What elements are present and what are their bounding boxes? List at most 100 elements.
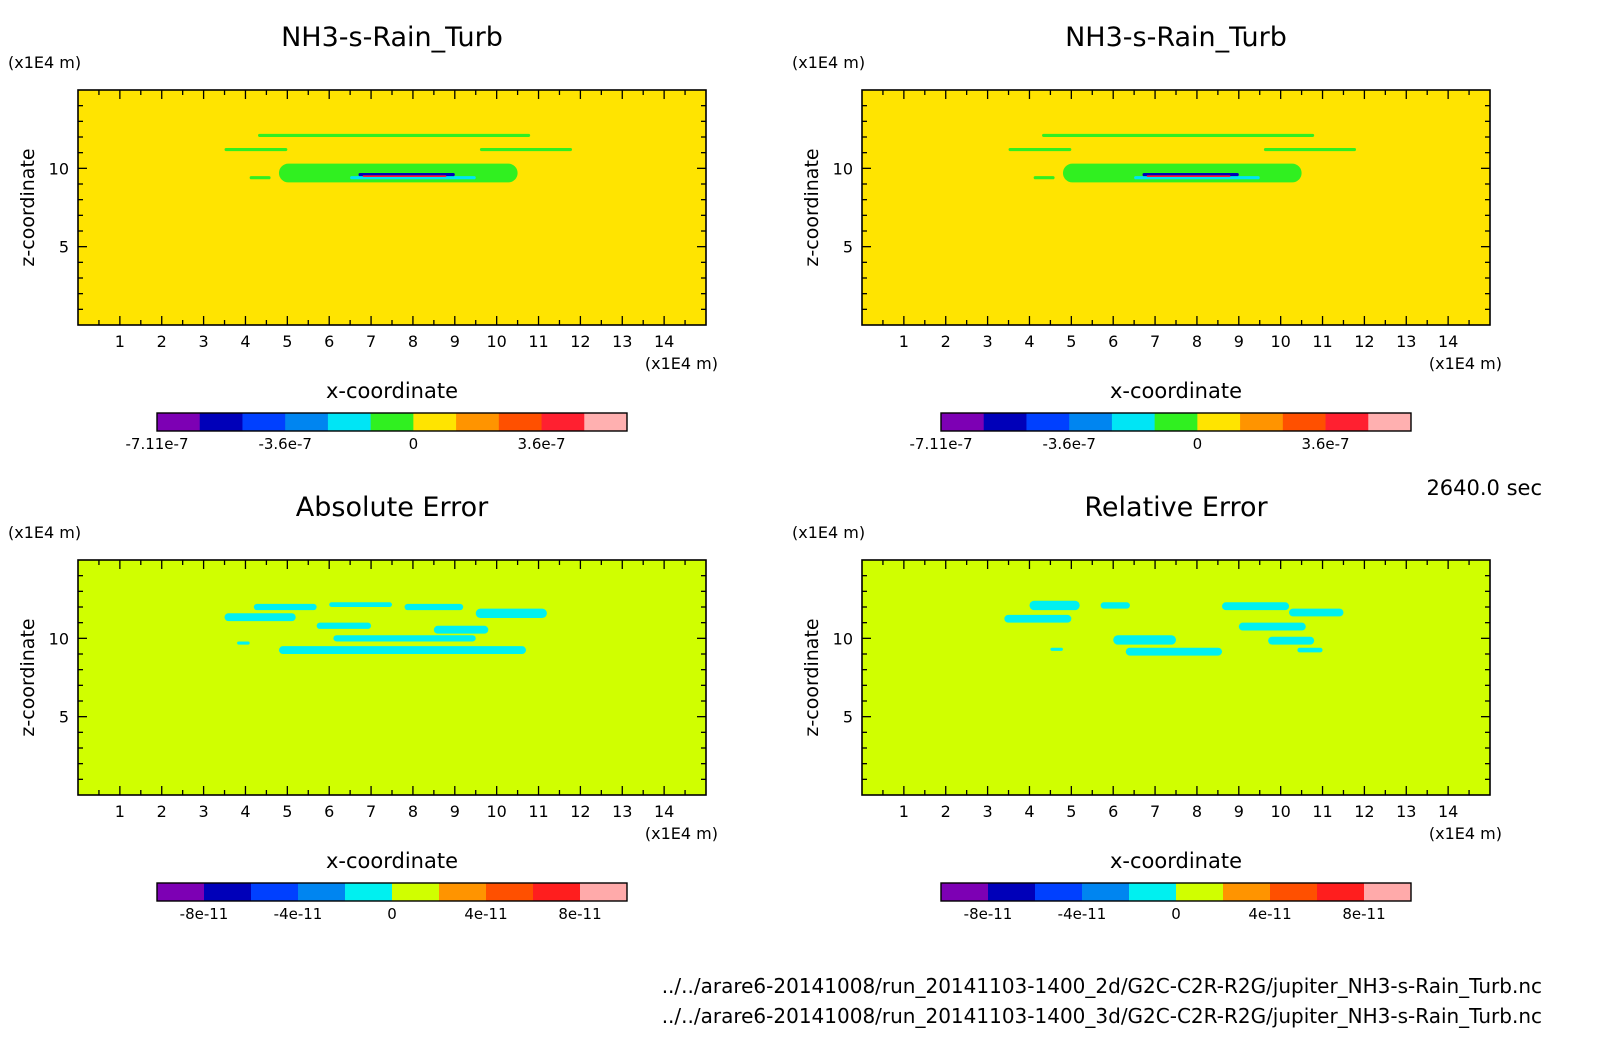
colorbar-label: 0 <box>1171 905 1181 923</box>
colorbar-swatch <box>941 883 989 901</box>
contour-region <box>479 147 573 152</box>
x-tick-label: 11 <box>1312 332 1332 351</box>
contour-region <box>350 176 476 180</box>
colorbar-swatch <box>1368 413 1412 431</box>
y-tick-label: 5 <box>843 708 853 727</box>
x-tick-label: 10 <box>486 802 506 821</box>
x-tick-label: 3 <box>983 332 993 351</box>
x-tick-label: 8 <box>1192 332 1202 351</box>
x-tick-label: 7 <box>366 332 376 351</box>
colorbar-swatch <box>941 413 985 431</box>
x-tick-label: 3 <box>199 802 209 821</box>
x-unit-label: (x1E4 m) <box>1429 824 1502 843</box>
chart-panel-1: NH3-s-Rain_Turb(x1E4 m)1 2 3 4 5 6 7 8 9 10 11 12 13… <box>8 22 718 453</box>
y-tick-label: 5 <box>59 708 69 727</box>
contour-region <box>1125 647 1223 656</box>
x-axis-label: x-coordinate <box>326 379 458 403</box>
colorbar-swatch <box>1223 883 1271 901</box>
x-tick-label: 10 <box>486 332 506 351</box>
x-tick-label: 5 <box>1066 332 1076 351</box>
colorbar-label: -4e-11 <box>274 905 323 923</box>
x-tick-label: 9 <box>1234 332 1244 351</box>
colorbar-swatch <box>1154 413 1198 431</box>
chart-panel-4: Relative Error(x1E4 m)1 2 3 4 5 6 7 8 9 10 11 12 13 1… <box>792 492 1502 923</box>
y-unit-label: (x1E4 m) <box>792 53 865 72</box>
panels: NH3-s-Rain_Turb(x1E4 m)1 2 3 4 5 6 7 8 9 10 11 12 13… <box>8 22 1502 923</box>
colorbar-swatch <box>584 413 628 431</box>
colorbar-swatch <box>204 883 252 901</box>
chart-panel-3: Absolute Error(x1E4 m)1 2 3 4 5 6 7 8 9 10 11 12 13 1… <box>8 492 718 923</box>
x-tick-label: 3 <box>199 332 209 351</box>
x-tick-label: 14 <box>654 332 674 351</box>
x-tick-label: 14 <box>654 802 674 821</box>
y-axis-label: z-coordinate <box>801 618 823 736</box>
chart-title: NH3-s-Rain_Turb <box>1065 22 1287 53</box>
x-tick-label: 11 <box>1312 802 1332 821</box>
colorbar-swatch <box>498 413 543 431</box>
chart-title: NH3-s-Rain_Turb <box>281 22 503 53</box>
file-path-3d: ../../arare6-20141008/run_20141103-1400_… <box>662 1004 1542 1028</box>
colorbar-label: 8e-11 <box>1342 905 1385 923</box>
colorbar-label: -4e-11 <box>1058 905 1107 923</box>
colorbar-swatch <box>157 413 201 431</box>
colorbar-swatch <box>1270 883 1318 901</box>
x-axis-label: x-coordinate <box>1110 379 1242 403</box>
colorbar-label: 3.6e-7 <box>518 435 566 453</box>
y-tick-label: 5 <box>843 238 853 257</box>
colorbar-swatch <box>327 413 372 431</box>
chart-title: Absolute Error <box>296 492 489 523</box>
x-tick-label: 8 <box>408 802 418 821</box>
colorbar-label: -3.6e-7 <box>1042 435 1095 453</box>
x-tick-label: 12 <box>1354 332 1374 351</box>
colorbar-swatch <box>199 413 243 431</box>
colorbar-swatch <box>486 883 534 901</box>
x-tick-label: 9 <box>450 332 460 351</box>
x-tick-label: 3 <box>983 802 993 821</box>
contour-region <box>1042 133 1315 137</box>
colorbar-swatch <box>541 413 585 431</box>
colorbar-label: 0 <box>1193 435 1203 453</box>
contour-region <box>1029 600 1080 611</box>
x-tick-label: 1 <box>115 802 125 821</box>
colorbar-swatch <box>456 413 500 431</box>
colorbar-swatch <box>1325 413 1369 431</box>
x-tick-label: 12 <box>570 802 590 821</box>
colorbar-swatch <box>1069 413 1113 431</box>
colorbar-swatch <box>1317 883 1365 901</box>
colorbar-label: -8e-11 <box>964 905 1013 923</box>
contour-region <box>1146 175 1231 177</box>
contour-region <box>1050 647 1063 651</box>
x-tick-label: 2 <box>941 802 951 821</box>
colorbar-label: 4e-11 <box>464 905 507 923</box>
contour-region <box>253 603 317 611</box>
contour-region <box>1134 176 1260 180</box>
x-tick-label: 12 <box>570 332 590 351</box>
contour-region <box>1289 608 1344 617</box>
y-axis-label: z-coordinate <box>17 618 39 736</box>
y-unit-label: (x1E4 m) <box>8 53 81 72</box>
colorbar-label: -3.6e-7 <box>258 435 311 453</box>
chart-title: Relative Error <box>1084 492 1268 523</box>
x-unit-label: (x1E4 m) <box>1429 354 1502 373</box>
colorbar-swatch <box>1082 883 1130 901</box>
contour-region <box>1033 176 1055 180</box>
colorbar-frame <box>156 412 628 432</box>
x-tick-label: 11 <box>528 332 548 351</box>
y-axis-label: z-coordinate <box>17 148 39 266</box>
colorbar-swatch <box>1364 883 1412 901</box>
colorbar-label: -8e-11 <box>180 905 229 923</box>
x-tick-label: 5 <box>282 332 292 351</box>
contour-region <box>224 613 296 622</box>
x-axis-label: x-coordinate <box>1110 849 1242 873</box>
x-tick-label: 13 <box>612 802 632 821</box>
colorbar-frame <box>940 412 1412 432</box>
colorbar-label: 8e-11 <box>558 905 601 923</box>
colorbar-swatch <box>251 883 299 901</box>
file-path-2d: ../../arare6-20141008/run_20141103-1400_… <box>662 974 1542 998</box>
y-tick-label: 10 <box>833 629 853 648</box>
x-tick-label: 10 <box>1270 332 1290 351</box>
x-tick-label: 9 <box>1234 802 1244 821</box>
contour-region <box>1004 614 1072 623</box>
field-background <box>78 90 706 325</box>
colorbar-swatch <box>298 883 346 901</box>
